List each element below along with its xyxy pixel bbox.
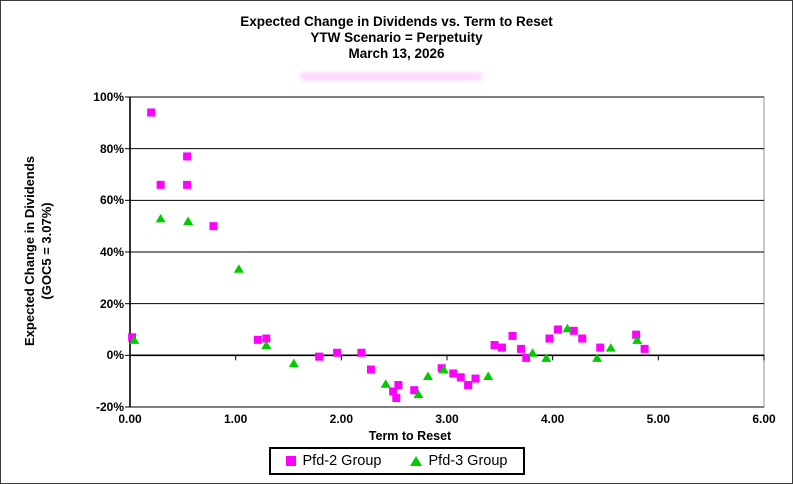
x-axis-title: Term to Reset: [368, 429, 452, 443]
pfd3-point: [483, 371, 494, 380]
pfd2-point: [389, 387, 398, 396]
pfd3-point: [605, 343, 616, 352]
pfd2-point: [578, 334, 587, 343]
pfd2-point: [147, 108, 156, 117]
x-tick-label: 3.00: [435, 412, 459, 426]
pfd2-point: [183, 180, 192, 189]
pfd2-point: [449, 369, 458, 378]
legend-item-pfd3: Pfd-3 Group: [409, 453, 508, 469]
pfd2-point: [522, 353, 531, 362]
chart-title-line3: March 13, 2026: [348, 46, 445, 61]
pfd2-point: [471, 374, 480, 383]
y-tick-label: 20%: [99, 296, 124, 311]
pfd2-point: [394, 381, 403, 390]
x-tick-label: 1.00: [223, 412, 248, 426]
pfd2-point: [490, 341, 499, 349]
pfd2-point: [128, 333, 137, 342]
pfd2-point: [209, 222, 218, 231]
y-tick-label: 40%: [99, 245, 124, 259]
legend: Pfd-2 Group Pfd-3 Group: [268, 447, 525, 475]
pfd2-point: [410, 386, 419, 395]
pfd3-point: [422, 371, 433, 380]
pfd3-point: [380, 379, 391, 388]
x-tick-label: 6.00: [752, 412, 776, 426]
chart-title-line1: Expected Change in Dividends vs. Term to…: [240, 14, 553, 29]
pfd2-point: [464, 381, 473, 390]
pfd3-point: [527, 348, 538, 357]
y-axis-title-line1: Expected Change in Dividends: [22, 156, 37, 346]
pfd3-point: [438, 365, 449, 374]
x-tick-label: 4.00: [540, 412, 565, 426]
pfd2-point: [545, 334, 554, 343]
pfd2-point: [437, 364, 446, 373]
pfd2-point: [456, 373, 465, 382]
legend-label-pfd2: Pfd-2 Group: [302, 453, 382, 469]
pfd3-point: [592, 353, 603, 362]
pfd3-triangle-marker-icon: [409, 456, 422, 466]
chart-title: Expected Change in Dividends vs. Term to…: [1, 14, 792, 62]
pfd2-point: [357, 348, 366, 357]
pfd2-point: [366, 365, 375, 374]
pfd2-point: [569, 326, 578, 335]
pfd2-square-marker-icon: [285, 456, 296, 466]
y-tick-label: 100%: [93, 90, 124, 104]
x-tick-label: 0.00: [118, 412, 142, 426]
pfd3-point: [562, 323, 573, 333]
pfd2-point: [508, 331, 517, 340]
pfd2-point: [640, 344, 649, 353]
pfd3-point: [129, 335, 140, 344]
y-tick-label: 0%: [106, 348, 124, 363]
pfd2-point: [632, 330, 641, 339]
faded-text-artifact: [300, 72, 482, 81]
pfd2-point: [516, 344, 525, 353]
pfd2-point: [553, 325, 562, 334]
pfd3-point: [261, 340, 272, 349]
pfd2-point: [497, 343, 506, 352]
pfd2-point: [333, 348, 342, 357]
pfd2-point: [253, 335, 262, 344]
pfd3-point: [233, 264, 244, 273]
x-tick-label: 2.00: [329, 412, 353, 426]
pfd3-point: [632, 335, 643, 344]
x-tick-label: 5.00: [646, 412, 670, 426]
pfd3-point: [413, 389, 424, 399]
pfd2-point: [156, 180, 165, 189]
legend-label-pfd3: Pfd-3 Group: [428, 453, 508, 469]
pfd3-point: [183, 216, 194, 225]
pfd3-point: [155, 213, 166, 223]
legend-item-pfd2: Pfd-2 Group: [285, 453, 382, 469]
y-tick-label: 80%: [99, 141, 124, 156]
y-tick-label: -20%: [95, 400, 124, 414]
pfd2-point: [392, 393, 401, 402]
y-tick-label: 60%: [99, 193, 124, 208]
pfd2-point: [262, 334, 271, 343]
plot-border: [129, 96, 765, 408]
pfd2-point: [315, 352, 324, 361]
pfd3-point: [288, 358, 299, 368]
chart-title-line2: YTW Scenario = Perpetuity: [310, 30, 483, 45]
pfd3-point: [541, 353, 552, 362]
pfd2-point: [183, 152, 192, 161]
pfd2-point: [596, 343, 605, 352]
